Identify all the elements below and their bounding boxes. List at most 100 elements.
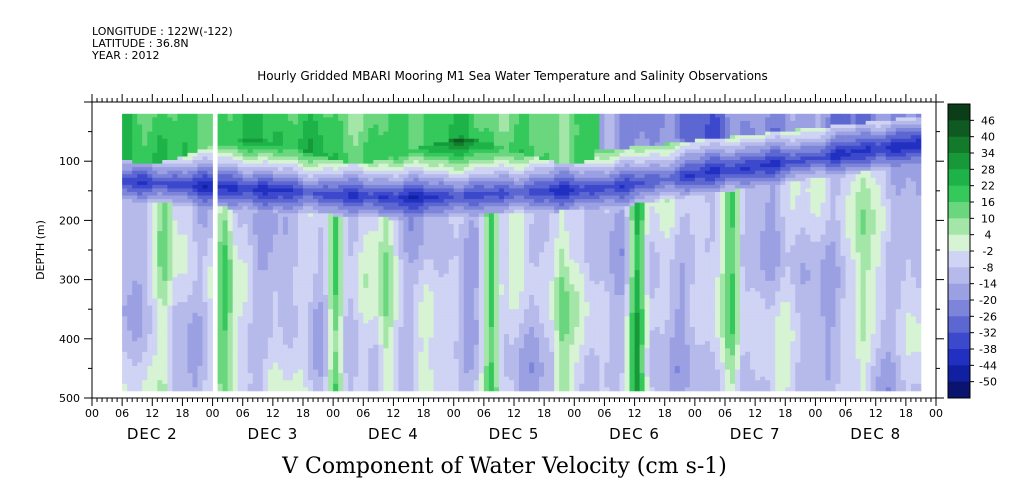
field-cell (217, 220, 223, 225)
field-cell (408, 224, 414, 228)
field-cell (232, 241, 239, 246)
field-cell (137, 348, 143, 353)
field-cell (187, 305, 193, 310)
field-cell (433, 160, 439, 164)
field-cell (192, 184, 198, 189)
field-cell (378, 383, 384, 388)
field-cell (192, 327, 198, 331)
field-cell (363, 348, 369, 353)
field-cell (328, 284, 334, 289)
field-cell (207, 184, 213, 189)
field-cell (418, 319, 424, 324)
field-cell (433, 227, 439, 232)
field-cell (142, 138, 148, 143)
field-cell (338, 152, 344, 157)
field-cell (403, 195, 409, 200)
field-cell (393, 309, 399, 314)
field-cell (272, 199, 279, 204)
field-cell (217, 170, 223, 175)
field-cell (202, 259, 208, 264)
field-cell (393, 245, 399, 250)
field-cell (227, 213, 233, 218)
field-cell (318, 138, 324, 143)
field-cell (287, 358, 294, 363)
field-cell (308, 266, 314, 271)
field-cell (373, 145, 379, 150)
field-cell (262, 287, 269, 292)
field-cell (373, 273, 379, 278)
field-cell (443, 380, 450, 385)
field-cell (282, 209, 289, 214)
field-cell (433, 284, 439, 289)
field-cell (408, 206, 414, 211)
field-cell (308, 184, 314, 189)
field-cell (343, 224, 349, 228)
field-cell (343, 199, 349, 204)
field-cell (423, 209, 429, 214)
field-cell (277, 160, 284, 164)
field-cell (237, 358, 244, 363)
field-cell (252, 224, 259, 228)
field-cell (247, 213, 254, 218)
field-cell (373, 255, 379, 260)
field-cell (252, 287, 259, 292)
field-cell (298, 138, 304, 143)
field-cell (162, 174, 168, 179)
field-cell (152, 202, 158, 207)
field-cell (227, 184, 233, 189)
field-cell (408, 327, 414, 331)
field-cell (303, 341, 309, 346)
field-cell (413, 135, 419, 140)
field-cell (413, 287, 419, 292)
field-cell (378, 255, 384, 260)
field-cell (308, 117, 314, 122)
field-cell (132, 263, 138, 267)
field-cell (398, 330, 404, 335)
field-cell (152, 131, 158, 136)
field-cell (282, 128, 289, 132)
field-cell (443, 184, 450, 189)
field-cell (423, 312, 429, 317)
field-cell (152, 252, 158, 257)
field-cell (308, 355, 314, 360)
field-cell (358, 149, 364, 154)
field-cell (142, 369, 148, 374)
field-cell (262, 131, 269, 136)
field-cell (227, 309, 233, 314)
field-cell (408, 287, 414, 292)
field-cell (177, 206, 183, 211)
field-cell (282, 177, 289, 182)
field-cell (272, 323, 279, 328)
field-cell (277, 128, 284, 132)
field-cell (177, 263, 183, 267)
field-cell (287, 366, 294, 370)
field-cell (368, 131, 374, 136)
field-cell (142, 376, 148, 381)
field-cell (418, 135, 424, 140)
field-cell (423, 380, 429, 385)
field-cell (202, 156, 208, 161)
field-cell (343, 369, 349, 374)
field-cell (363, 273, 369, 278)
field-cell (393, 231, 399, 236)
field-cell (237, 305, 244, 310)
field-cell (162, 152, 168, 157)
field-cell (152, 298, 158, 303)
field-cell (408, 216, 414, 221)
field-cell (438, 263, 444, 267)
field-cell (267, 273, 274, 278)
field-cell (383, 284, 389, 289)
field-cell (187, 245, 193, 250)
field-cell (207, 270, 213, 275)
field-cell (333, 369, 339, 374)
field-cell (262, 192, 269, 196)
field-cell (443, 241, 450, 246)
field-cell (413, 348, 419, 353)
field-cell (403, 113, 409, 118)
field-cell (202, 362, 208, 367)
field-cell (443, 366, 450, 370)
field-cell (197, 277, 203, 282)
field-cell (167, 291, 173, 296)
field-cell (328, 202, 334, 207)
field-cell (287, 344, 294, 349)
